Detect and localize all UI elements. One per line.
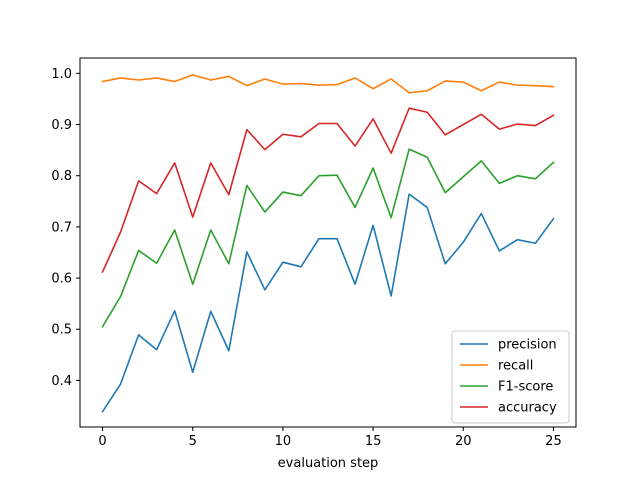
y-tick-label: 0.4 [51, 374, 72, 389]
y-tick-label: 0.7 [51, 220, 72, 235]
x-tick-label: 5 [189, 434, 197, 449]
x-axis: 0 5 10 15 20 25 [98, 427, 562, 449]
y-tick-label: 0.5 [51, 323, 72, 338]
legend-label: accuracy [498, 401, 557, 416]
legend-label: recall [498, 359, 533, 374]
series-line-f1-score [101, 148, 555, 328]
x-tick-label: 10 [275, 434, 292, 449]
legend-box [451, 330, 570, 424]
series-line-recall [101, 74, 555, 94]
x-tick-label: 25 [545, 434, 562, 449]
x-axis-label: evaluation step [278, 456, 379, 471]
series-layer [101, 74, 555, 413]
y-tick-label: 0.8 [51, 169, 72, 184]
x-tick-label: 15 [365, 434, 382, 449]
y-tick-label: 0.6 [51, 272, 72, 287]
x-tick-label: 0 [98, 434, 106, 449]
x-tick-label: 20 [455, 434, 472, 449]
y-tick-label: 0.9 [51, 118, 72, 133]
legend-label: precision [498, 338, 557, 353]
plot-area-frame [79, 57, 577, 428]
legend-label: F1-score [498, 380, 553, 395]
series-line-precision [101, 193, 555, 413]
y-tick-label: 1.0 [51, 67, 72, 82]
y-axis: 0.4 0.5 0.6 0.7 0.8 0.9 1.0 [51, 67, 80, 389]
series-line-accuracy [101, 107, 555, 273]
legend: precision recall F1-score accuracy [451, 330, 570, 424]
